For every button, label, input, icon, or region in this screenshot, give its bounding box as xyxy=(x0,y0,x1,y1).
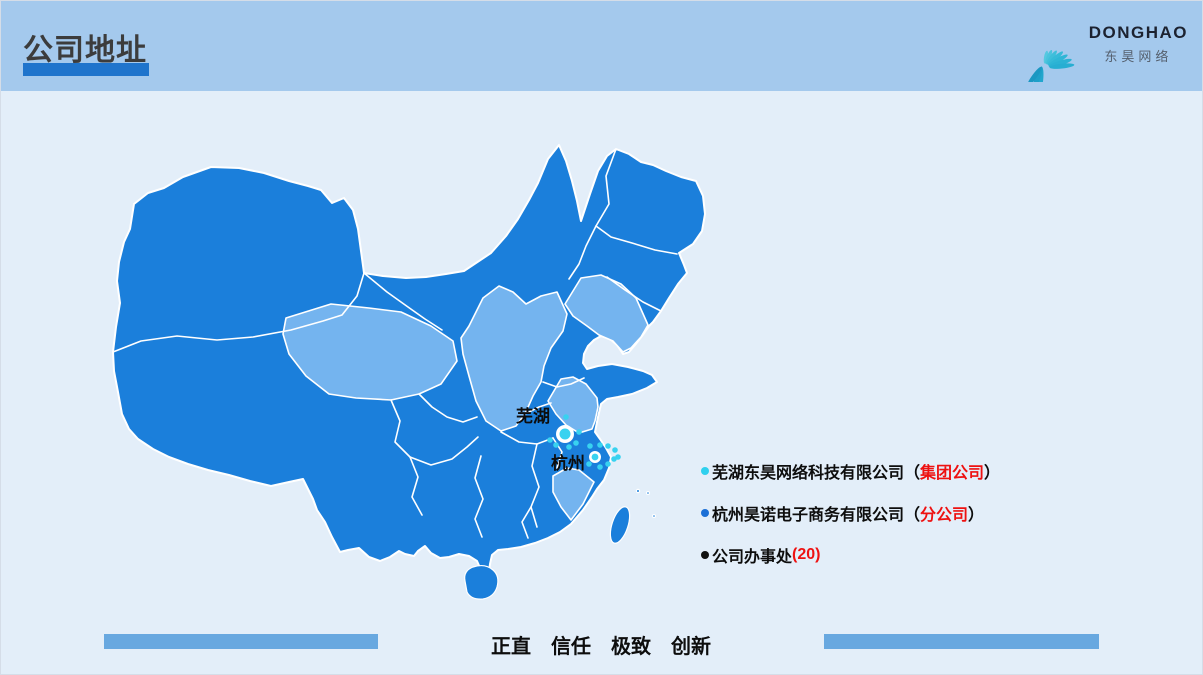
office-dot xyxy=(573,440,579,446)
legend-text: 公司办事处 xyxy=(712,549,793,566)
office-dot xyxy=(611,456,617,462)
slogan-word: 创新 xyxy=(671,636,711,658)
logo-fan-icon xyxy=(1026,50,1075,82)
logo-brand-name: DONGHAO xyxy=(1088,23,1188,42)
office-dot xyxy=(566,444,572,450)
border-xinjiang xyxy=(112,272,365,353)
border-henan xyxy=(524,402,552,415)
border-sichuan-south xyxy=(390,399,479,466)
legend-item-group-company: 芜湖东昊网络科技有限公司（ 集团公司） xyxy=(701,459,1000,483)
island-small-2 xyxy=(645,491,650,496)
province-jiangsu xyxy=(547,376,599,434)
logo-text: DONGHAO 东昊网络 xyxy=(1089,23,1188,65)
legend-bullet-branch-company xyxy=(701,509,709,517)
office-dot xyxy=(563,414,569,420)
office-dot xyxy=(612,447,618,453)
company-slogan: 正直 信任 极致 创新 xyxy=(378,630,824,659)
footer-right-bar xyxy=(824,634,1099,649)
island-hainan xyxy=(464,564,499,600)
slogan-word: 正直 xyxy=(491,636,531,658)
city-label-wuhu: 芜湖 xyxy=(516,406,550,426)
province-qinghai xyxy=(282,303,458,401)
office-dot xyxy=(576,429,582,435)
office-dot xyxy=(547,437,553,443)
city-label-hangzhou: 杭州 xyxy=(551,453,585,473)
office-dot xyxy=(605,461,611,467)
border-gansu xyxy=(363,272,443,331)
legend-highlight: (20) xyxy=(792,546,821,563)
slogan-word: 信任 xyxy=(551,636,591,658)
province-liaoning xyxy=(564,274,649,353)
island-small-1 xyxy=(635,488,641,494)
legend-item-offices: 公司办事处 (20) xyxy=(701,543,1000,567)
border-jilin-liaoning xyxy=(606,276,662,312)
legend-bullet-group-company xyxy=(701,467,709,475)
office-dot xyxy=(597,464,603,470)
legend-highlight: 集团公司 xyxy=(920,465,985,482)
slogan-word: 极致 xyxy=(611,636,651,658)
legend-item-branch-company: 杭州昊诺电子商务有限公司（ 分公司） xyxy=(701,501,1000,525)
office-dot xyxy=(605,443,611,449)
footer-left-bar xyxy=(104,634,378,649)
map-legend: 芜湖东昊网络科技有限公司（ 集团公司） 杭州昊诺电子商务有限公司（ 分公司） 公司办… xyxy=(701,459,1000,585)
border-sichuan-north xyxy=(418,393,478,423)
island-taiwan xyxy=(609,506,631,544)
header-bar: 公司地址 DONGHAO 东昊网络 xyxy=(1,1,1202,91)
legend-suffix: ） xyxy=(984,465,1001,482)
border-hunan-jiangxi xyxy=(530,443,540,528)
island-small-3 xyxy=(651,514,656,519)
legend-bullet-offices xyxy=(701,551,709,559)
office-dot xyxy=(597,442,603,448)
legend-text: 杭州昊诺电子商务有限公司（ xyxy=(712,507,921,524)
office-dot xyxy=(586,461,592,467)
marker-wuhu xyxy=(556,425,574,443)
legend-highlight: 分公司 xyxy=(920,507,969,524)
logo-brand-name-cn: 东昊网络 xyxy=(1104,49,1173,64)
legend-text: 芜湖东昊网络科技有限公司（ xyxy=(712,465,921,482)
office-dot xyxy=(587,443,593,449)
province-fujian xyxy=(552,467,595,521)
province-central-band xyxy=(460,285,568,432)
border-heilongjiang-jilin xyxy=(595,225,678,255)
border-guizhou-guangxi xyxy=(474,455,484,538)
title-underline-bar xyxy=(23,63,149,76)
company-logo: DONGHAO 东昊网络 xyxy=(1026,6,1188,82)
border-shandong xyxy=(542,377,585,388)
border-hubei xyxy=(500,431,554,445)
border-guangdong xyxy=(521,506,532,539)
office-location-dots xyxy=(547,414,621,470)
border-yunnan xyxy=(409,456,423,516)
office-dot xyxy=(553,442,559,448)
china-map: 芜湖 杭州 xyxy=(112,144,706,600)
legend-suffix: ） xyxy=(968,507,985,524)
page-title: 公司地址 xyxy=(23,34,147,67)
marker-hangzhou xyxy=(589,451,601,463)
